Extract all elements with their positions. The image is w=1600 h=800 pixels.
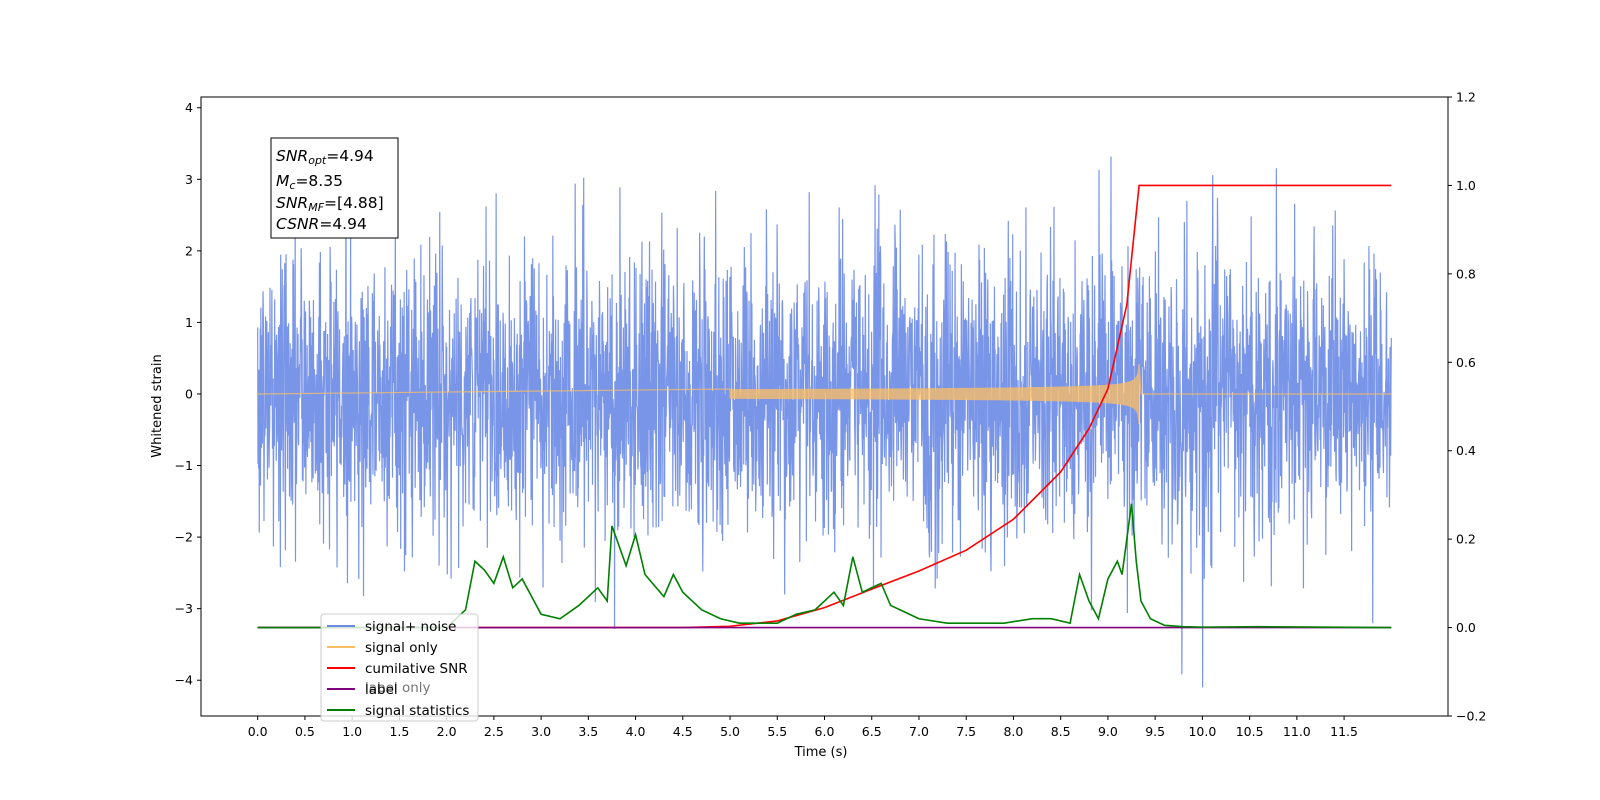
y-tick-label: −4	[175, 673, 193, 688]
x-tick-label: 9.5	[1145, 724, 1165, 739]
x-tick-label: 11.0	[1283, 724, 1311, 739]
x-tick-label: 2.5	[484, 724, 504, 739]
x-tick-label: 9.0	[1098, 724, 1118, 739]
y-tick-label: 1	[185, 315, 193, 330]
annotation-box: SNRopt=4.94 Mc=8.35 SNRMF=[4.88] CSNR=4.…	[270, 137, 399, 239]
y-tick-label: 3	[185, 172, 193, 187]
x-tick-label: 11.5	[1330, 724, 1358, 739]
x-tick-label: 0.5	[295, 724, 315, 739]
x-tick-label: 10.5	[1236, 724, 1264, 739]
x-tick-label: 1.0	[342, 724, 362, 739]
y2-tick-label: 0.2	[1456, 532, 1476, 547]
x-axis-label: Time (s)	[794, 745, 848, 760]
y2-tick-label: 0.0	[1456, 620, 1476, 635]
legend-label-signal-statistics: signal statistics	[365, 703, 469, 719]
x-tick-label: 8.0	[1003, 724, 1023, 739]
x-tick-label: 7.5	[956, 724, 976, 739]
x-tick-label: 6.5	[862, 724, 882, 739]
x-tick-label: 3.0	[531, 724, 551, 739]
y-axis-label: Whitened strain	[150, 354, 165, 457]
x-tick-label: 6.0	[815, 724, 835, 739]
y-tick-label: 0	[185, 386, 193, 401]
legend-label-label: label	[365, 682, 398, 698]
x-tick-label: 1.5	[389, 724, 409, 739]
annotation-mc: Mc=8.35	[276, 172, 343, 192]
y2-tick-label: 0.8	[1456, 266, 1476, 281]
series-cumulative-snr	[257, 184, 1392, 629]
y-axis-left: 4 3 2 1 0 −1 −2 −3 −4	[175, 100, 201, 688]
y2-tick-label: 0.4	[1456, 443, 1476, 458]
x-tick-label: 0.0	[248, 724, 268, 739]
series-signal-only	[257, 363, 1392, 425]
x-tick-label: 4.0	[626, 724, 646, 739]
legend-label-cumulative-snr: cumilative SNR	[365, 661, 468, 677]
x-tick-label: 5.0	[720, 724, 740, 739]
x-tick-label: 5.5	[767, 724, 787, 739]
legend-hidden-label: label only	[365, 680, 431, 696]
legend: label only signal+ noise signal only cum…	[320, 613, 479, 722]
x-tick-label: 3.5	[578, 724, 598, 739]
x-tick-label: 7.0	[909, 724, 929, 739]
annotation-snr-mf: SNRMF=[4.88]	[276, 194, 384, 214]
annotation-snr-opt: SNRopt=4.94	[276, 147, 374, 167]
legend-frame	[320, 613, 479, 722]
legend-label-signal-only: signal only	[365, 640, 438, 656]
x-tick-label: 8.5	[1051, 724, 1071, 739]
y-tick-label: 2	[185, 243, 193, 258]
y-tick-label: −3	[175, 601, 193, 616]
x-tick-label: 10.0	[1188, 724, 1216, 739]
y2-tick-label: 0.6	[1456, 355, 1476, 370]
y-tick-label: −2	[175, 530, 193, 545]
x-tick-label: 2.0	[437, 724, 457, 739]
legend-label-signal-noise: signal+ noise	[365, 619, 456, 635]
y-axis-right: 1.2 1.0 0.8 0.6 0.4 0.2 0.0 −0.2	[1448, 90, 1486, 724]
y2-tick-label: 1.2	[1456, 90, 1476, 105]
annotation-csnr: CSNR=4.94	[276, 215, 367, 233]
x-axis: 0.0 0.5 1.0 1.5 2.0 2.5 3.0 3.5 4.0 4.5 5.0 5.5 6.0 6…	[248, 716, 1358, 739]
annotation-frame	[270, 137, 399, 239]
series-signal-noise	[257, 156, 1392, 688]
y-tick-label: 4	[185, 100, 193, 115]
plot-area	[257, 156, 1392, 688]
x-tick-label: 4.5	[673, 724, 693, 739]
y2-tick-label: −0.2	[1456, 709, 1486, 724]
y-tick-label: −1	[175, 458, 193, 473]
y2-tick-label: 1.0	[1456, 178, 1476, 193]
series-signal-statistics	[257, 503, 1392, 629]
